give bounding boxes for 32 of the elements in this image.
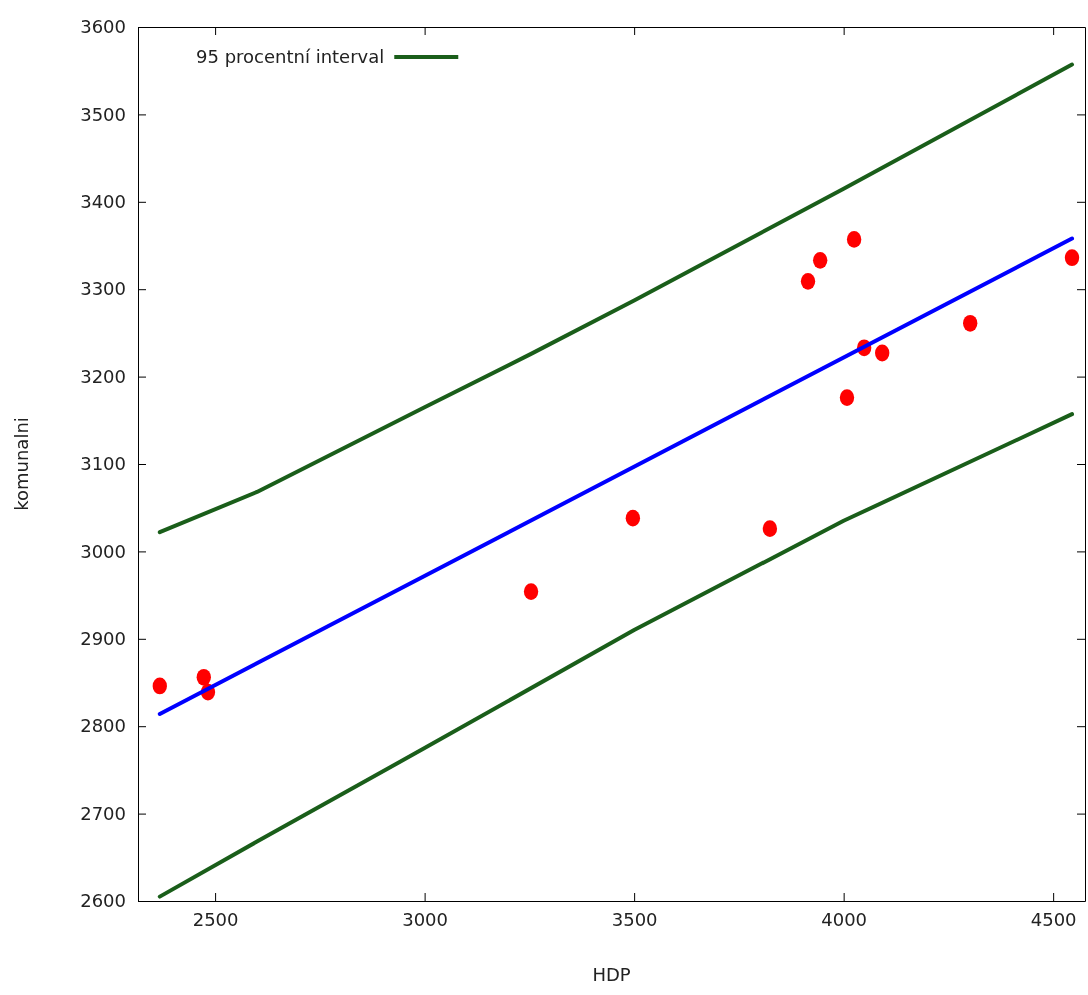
x-tick-label: 3000 xyxy=(402,908,449,930)
point xyxy=(839,389,855,406)
point xyxy=(800,272,816,290)
y-tick-label: 3200 xyxy=(80,365,126,387)
legend-label: 95 procentní interval xyxy=(196,46,385,67)
y-tick-label: 3400 xyxy=(80,191,126,213)
y-axis-title: komunalni xyxy=(11,417,32,511)
point xyxy=(523,583,539,600)
y-tick-label: 2800 xyxy=(80,715,126,737)
point xyxy=(1064,249,1080,267)
x-tick-label: 2500 xyxy=(192,908,239,930)
y-tick-label: 2600 xyxy=(80,890,126,912)
x-tick-label: 3500 xyxy=(611,908,658,930)
y-tick-label: 3300 xyxy=(80,278,126,300)
y-tick-label: 3100 xyxy=(80,453,126,475)
x-axis-title: HDP xyxy=(592,964,631,985)
x-tick-label: 4500 xyxy=(1030,908,1077,930)
point xyxy=(875,344,890,362)
y-tick-label: 3600 xyxy=(80,16,126,38)
point xyxy=(152,677,167,695)
line-series xyxy=(157,412,1075,899)
point xyxy=(963,314,978,332)
x-tick-label: 4000 xyxy=(821,908,868,930)
y-tick-label: 3500 xyxy=(80,103,126,125)
point xyxy=(812,252,828,269)
point xyxy=(196,668,211,686)
point xyxy=(762,520,778,538)
y-tick-label: 3000 xyxy=(80,540,126,562)
y-tick-label: 2700 xyxy=(80,802,126,824)
point xyxy=(625,509,641,527)
y-tick-label: 2900 xyxy=(80,628,126,650)
point xyxy=(846,231,862,248)
